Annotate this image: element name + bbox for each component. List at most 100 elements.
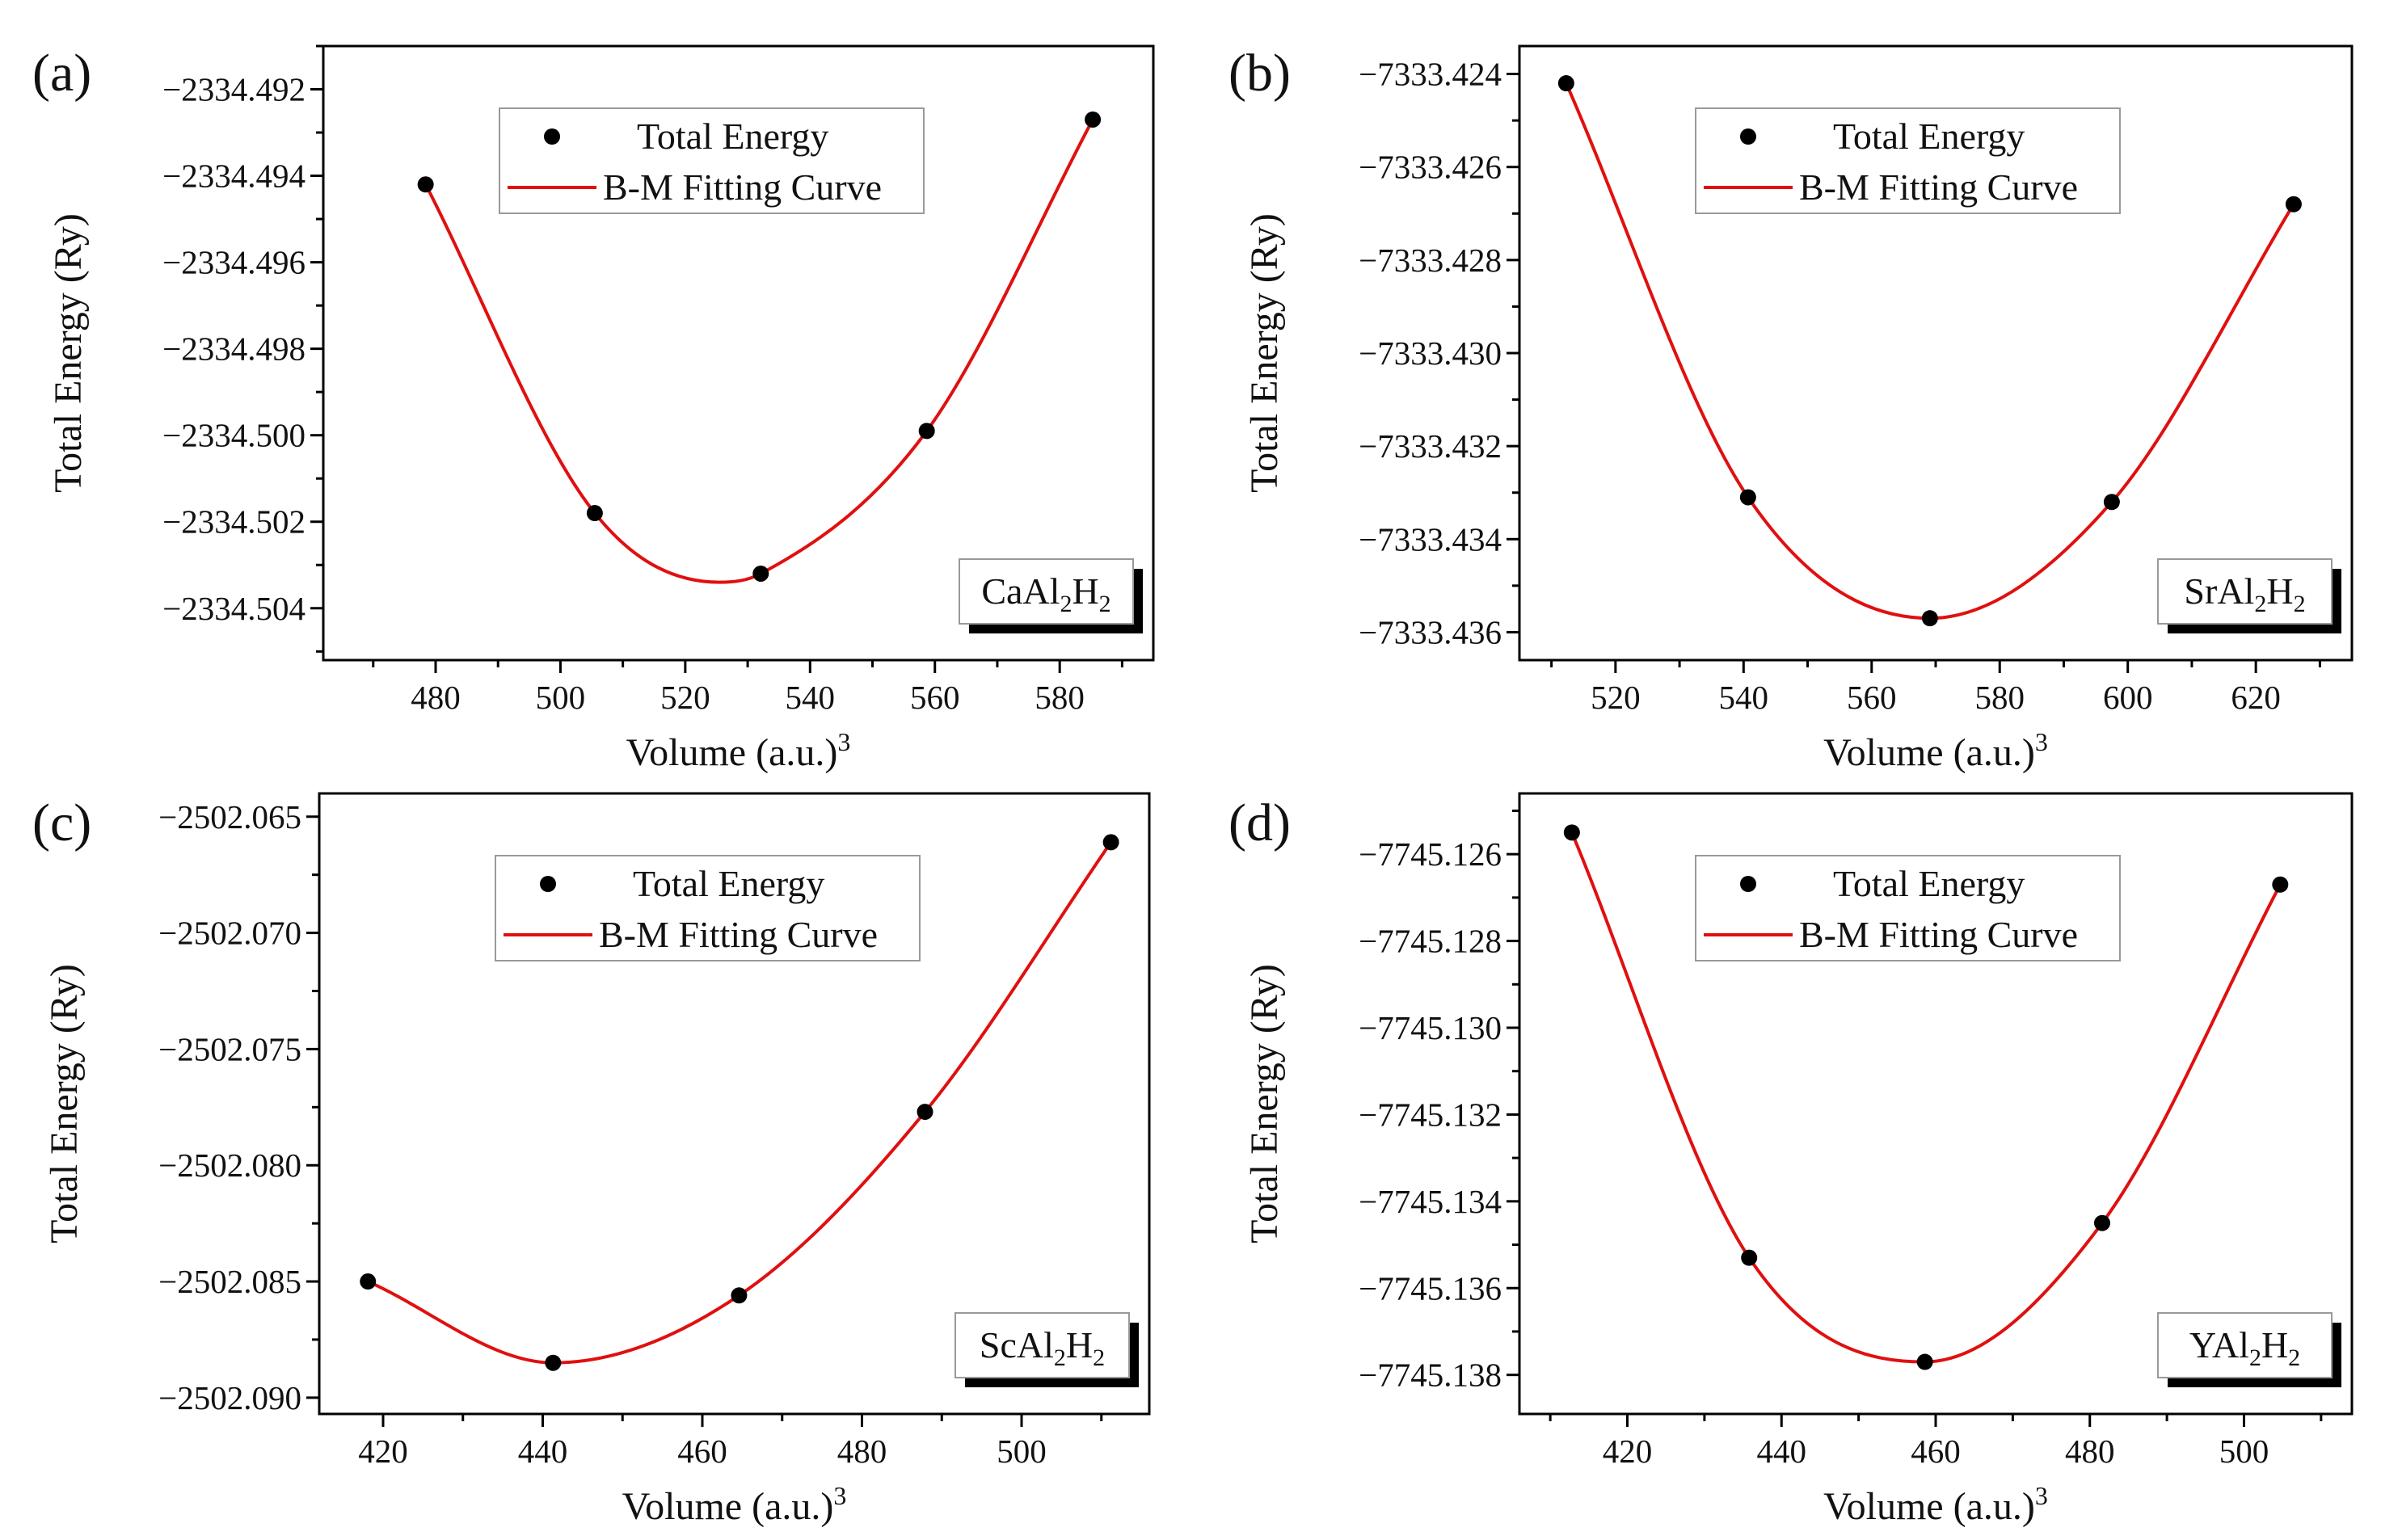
compound-subscript: 2 [2249,1344,2261,1371]
x-tick-label: 480 [2065,1433,2115,1470]
data-point [1921,610,1938,627]
data-point [417,176,434,193]
data-point [731,1287,748,1304]
x-tick-label: 420 [358,1433,408,1470]
compound-subscript: 2 [1099,591,1111,617]
compound-subscript: 2 [2254,591,2266,617]
panel-label: (a) [32,44,91,103]
compound-label: CaAl2H2 [981,570,1110,617]
bm-fit-curve [1565,82,2295,621]
legend-label-total-energy: Total Energy [637,116,828,157]
y-tick-label: −2502.075 [158,1030,301,1067]
data-point [2094,1214,2110,1231]
y-tick-label: −7333.432 [1359,427,1502,465]
y-tick-label: −7333.436 [1359,613,1502,650]
legend-label-fit: B-M Fitting Curve [603,166,882,208]
y-tick-label: −7745.126 [1359,835,1502,873]
legend-label-fit: B-M Fitting Curve [1799,166,2078,208]
y-tick-label: −7333.434 [1359,520,1502,558]
data-point [2272,876,2289,893]
compound-subscript: 2 [1093,1344,1105,1371]
compound-prefix: YAl [2189,1324,2249,1365]
compound-mid: H [2261,1324,2288,1365]
y-tick-label: −7333.426 [1359,149,1502,186]
legend-marker-total-energy [540,876,556,892]
data-point [2103,494,2120,511]
compound-mid: H [1072,570,1098,612]
x-tick-label: 460 [1911,1433,1961,1470]
data-point [1102,834,1119,851]
panel-c: (c) 420 440 460 480 500 −2502.065 −2502.070 −250… [32,792,1151,1528]
legend-label-total-energy: Total Energy [1833,863,2025,904]
compound-label-box [2157,558,2333,625]
panel-a: (a) 480 500 520 540 560 580 −2334.492 −2334.494 −… [32,44,1155,774]
legend-box [499,107,925,214]
legend-box [495,855,921,961]
x-tick-label: 520 [660,679,710,716]
x-tick-label: 580 [1974,679,2025,716]
x-axis-title-text: Volume (a.u.) [1823,1485,2035,1528]
y-tick-label: −2334.498 [162,330,306,368]
x-tick-label: 440 [518,1433,568,1470]
data-point [917,1104,933,1121]
x-axis-title-text: Volume (a.u.) [1823,731,2035,774]
data-point [360,1273,377,1290]
x-tick-label: 520 [1591,679,1641,716]
y-tick-label: −7333.424 [1359,56,1502,93]
x-tick-label: 480 [837,1433,887,1470]
compound-label-box [959,558,1134,625]
y-tick-label: −7333.428 [1359,242,1502,279]
compound-label: SrAl2H2 [2184,570,2305,617]
x-tick-label: 420 [1603,1433,1653,1470]
x-axis-title-superscript: 3 [837,727,850,756]
compound-subscript: 2 [2294,591,2306,617]
legend-box [1695,107,2121,214]
panel-b: (b) 520 540 560 580 600 620 −7333.424 −7333.426 −… [1228,44,2354,774]
compound-label: ScAl2H2 [980,1324,1105,1371]
x-axis-title: Volume (a.u.)3 [1823,727,2048,774]
x-tick-label: 600 [2103,679,2153,716]
legend-marker-total-energy [1740,876,1756,892]
y-tick-label: −7745.130 [1359,1009,1502,1046]
x-axis-title: Volume (a.u.)3 [1823,1481,2048,1528]
data-point [1085,111,1102,128]
y-tick-label: −2502.070 [158,915,301,952]
x-tick-label: 460 [677,1433,727,1470]
y-axis-title: Total Energy (Ry) [1243,213,1286,493]
compound-prefix: ScAl [980,1324,1054,1365]
x-axis-title-superscript: 3 [2035,1481,2048,1510]
compound-subscript: 2 [1054,1344,1066,1371]
y-tick-label: −2502.085 [158,1263,301,1300]
y-tick-label: −2502.090 [158,1379,301,1416]
x-axis-title-superscript: 3 [833,1481,846,1510]
data-point [752,565,769,582]
y-tick-label: −2334.504 [162,590,306,627]
legend-label-fit: B-M Fitting Curve [1799,914,2078,955]
plot-frame [322,44,1155,662]
data-point [1563,824,1580,841]
y-tick-label: −7745.128 [1359,923,1502,960]
y-tick-label: −2334.502 [162,503,306,541]
x-tick-label: 560 [1847,679,1897,716]
data-point [1741,1249,1758,1266]
y-tick-label: −2334.492 [162,71,306,108]
panel-label: (d) [1228,793,1291,852]
compound-label-box [955,1312,1130,1378]
compound-prefix: SrAl [2184,570,2254,612]
x-axis-title: Volume (a.u.)3 [626,727,851,774]
x-axis-title-text: Volume (a.u.) [626,731,838,774]
legend-label-total-energy: Total Energy [633,863,824,904]
compound-mid: H [2266,570,2293,612]
x-axis-title-superscript: 3 [2035,727,2048,756]
x-tick-label: 440 [1757,1433,1807,1470]
panel-label: (c) [32,793,91,852]
panel-d: (d) 420 440 460 480 500 −7745.126 −7745.128 −774… [1228,792,2354,1528]
data-point [545,1354,562,1371]
y-tick-label: −2334.494 [162,158,306,195]
data-point [586,505,603,522]
compound-label-box [2157,1312,2333,1378]
legend-marker-total-energy [544,128,560,145]
y-axis-title: Total Energy (Ry) [1243,964,1286,1243]
x-axis-title: Volume (a.u.)3 [622,1481,847,1528]
